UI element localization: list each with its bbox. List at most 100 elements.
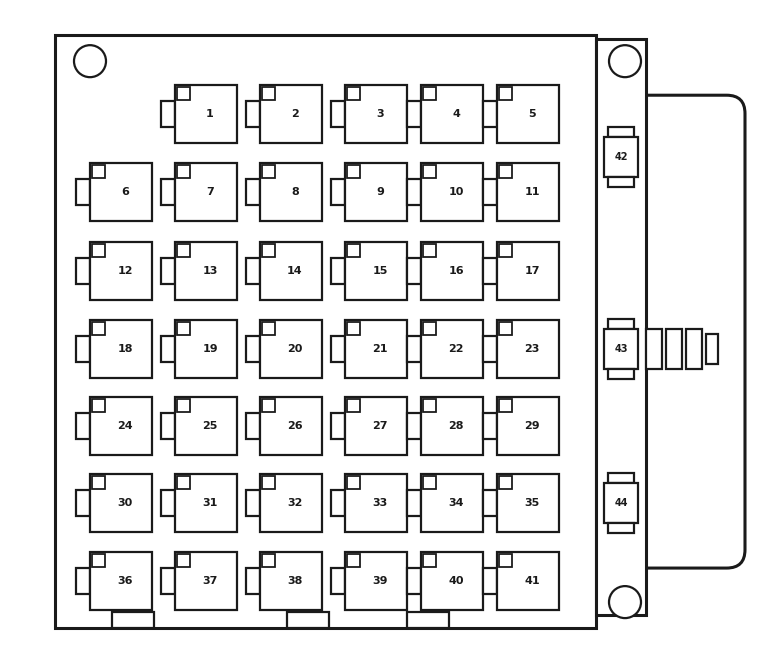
Bar <box>177 322 190 335</box>
Bar <box>76 336 90 362</box>
Bar <box>596 39 646 615</box>
Bar <box>423 399 436 412</box>
Bar <box>483 490 497 516</box>
Bar <box>604 137 638 177</box>
Bar <box>246 101 260 127</box>
Text: 3: 3 <box>376 109 384 119</box>
Bar <box>55 35 596 628</box>
Bar <box>76 490 90 516</box>
Bar <box>92 165 105 178</box>
Bar <box>76 413 90 439</box>
Bar <box>76 568 90 594</box>
Text: 27: 27 <box>372 421 388 431</box>
Bar <box>161 257 175 283</box>
Bar <box>499 399 512 412</box>
Bar <box>175 474 237 532</box>
Text: 12: 12 <box>118 265 133 275</box>
Bar <box>90 552 152 610</box>
Bar <box>407 612 449 628</box>
Text: 4: 4 <box>452 109 460 119</box>
Bar <box>483 568 497 594</box>
Bar <box>262 243 275 257</box>
Text: 36: 36 <box>118 576 133 586</box>
Bar <box>260 85 322 143</box>
Bar <box>497 85 559 143</box>
Bar <box>175 163 237 221</box>
Bar <box>483 413 497 439</box>
Bar <box>246 490 260 516</box>
Text: 42: 42 <box>614 152 627 162</box>
Text: 25: 25 <box>202 421 217 431</box>
Bar <box>262 165 275 178</box>
Bar <box>483 179 497 205</box>
Bar <box>161 568 175 594</box>
Bar <box>608 523 634 533</box>
Text: 30: 30 <box>118 498 133 508</box>
Circle shape <box>609 45 641 77</box>
Text: 37: 37 <box>202 576 217 586</box>
Bar <box>421 397 483 455</box>
Bar <box>177 87 190 99</box>
Text: 43: 43 <box>614 344 627 354</box>
Bar <box>608 369 634 379</box>
Bar <box>260 552 322 610</box>
Text: 8: 8 <box>291 187 299 197</box>
Bar <box>421 163 483 221</box>
Bar <box>604 329 638 369</box>
Text: 35: 35 <box>525 498 540 508</box>
Bar <box>246 413 260 439</box>
Text: 26: 26 <box>287 421 303 431</box>
Bar <box>423 476 436 489</box>
Bar <box>262 87 275 99</box>
Text: 6: 6 <box>121 187 129 197</box>
Text: 39: 39 <box>372 576 388 586</box>
Bar <box>345 241 407 299</box>
Bar <box>112 612 154 628</box>
Bar <box>347 399 360 412</box>
Text: 22: 22 <box>449 344 464 354</box>
Bar <box>347 554 360 567</box>
Bar <box>421 85 483 143</box>
Bar <box>497 320 559 378</box>
Bar <box>407 568 421 594</box>
Bar <box>407 413 421 439</box>
Bar <box>499 87 512 99</box>
Text: 31: 31 <box>202 498 217 508</box>
Bar <box>499 476 512 489</box>
Bar <box>646 329 662 369</box>
Bar <box>483 336 497 362</box>
Text: 40: 40 <box>449 576 464 586</box>
Circle shape <box>74 45 106 77</box>
Bar <box>423 165 436 178</box>
Bar <box>92 476 105 489</box>
Bar <box>76 257 90 283</box>
Bar <box>345 552 407 610</box>
Bar <box>92 554 105 567</box>
Bar <box>608 319 634 329</box>
Bar <box>421 552 483 610</box>
Bar <box>260 320 322 378</box>
Bar <box>246 179 260 205</box>
Bar <box>90 474 152 532</box>
Bar <box>423 87 436 99</box>
Text: 10: 10 <box>449 187 464 197</box>
Bar <box>92 322 105 335</box>
Bar <box>260 397 322 455</box>
Text: 34: 34 <box>449 498 464 508</box>
Bar <box>483 101 497 127</box>
Bar <box>175 397 237 455</box>
Bar <box>161 336 175 362</box>
Text: 14: 14 <box>287 265 303 275</box>
Bar <box>161 490 175 516</box>
Bar <box>262 476 275 489</box>
Bar <box>175 320 237 378</box>
Bar <box>499 322 512 335</box>
Text: 19: 19 <box>202 344 218 354</box>
Bar <box>421 320 483 378</box>
Bar <box>287 612 329 628</box>
Bar <box>331 101 345 127</box>
Text: 32: 32 <box>287 498 303 508</box>
Bar <box>497 474 559 532</box>
Bar <box>423 554 436 567</box>
Text: 21: 21 <box>372 344 388 354</box>
